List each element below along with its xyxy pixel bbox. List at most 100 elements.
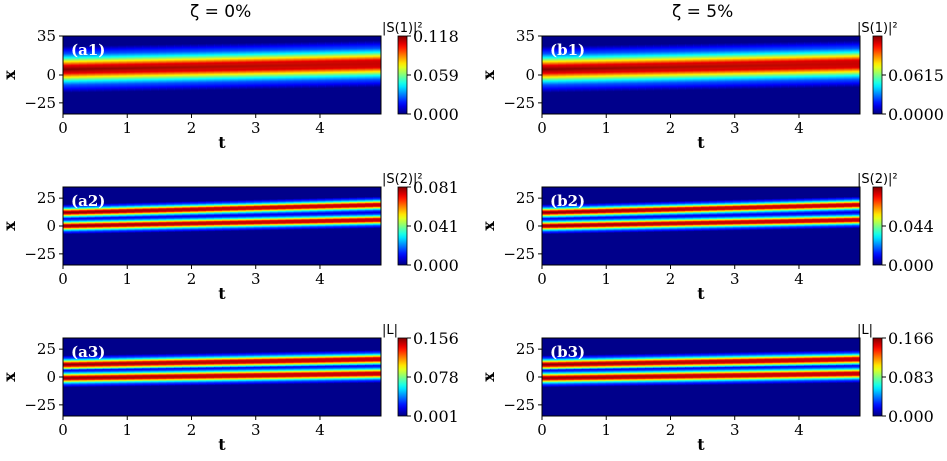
x-tick-label: 4 xyxy=(315,119,325,137)
colorbar-label: |S(1)|² xyxy=(857,21,898,36)
y-tick-label: 35 xyxy=(37,27,56,45)
x-axis-label: t xyxy=(218,435,226,454)
x-tick-label: 3 xyxy=(251,421,261,439)
colorbar-tick-label: 0.081 xyxy=(413,178,459,197)
x-tick-label: 1 xyxy=(122,421,132,439)
x-tick-label: 1 xyxy=(601,421,611,439)
panel-label: (a1) xyxy=(71,41,105,59)
x-tick-label: 3 xyxy=(730,119,740,137)
x-tick-label: 0 xyxy=(537,421,547,439)
y-tick-label: 0 xyxy=(525,66,535,84)
band-core xyxy=(542,203,860,214)
y-tick-label: 25 xyxy=(516,189,535,207)
colorbar-tick-label: 0.0615 xyxy=(888,66,944,85)
band-core xyxy=(63,218,381,227)
colorbar xyxy=(872,337,883,417)
y-axis-label: x xyxy=(0,70,19,80)
y-tick-label: −25 xyxy=(503,94,535,112)
x-axis-label: t xyxy=(218,284,226,303)
y-tick-label: −25 xyxy=(24,245,56,263)
y-tick-label: −25 xyxy=(503,396,535,414)
x-tick-label: 3 xyxy=(730,421,740,439)
x-tick-label: 0 xyxy=(58,421,68,439)
x-tick-label: 1 xyxy=(601,270,611,288)
y-tick-label: 0 xyxy=(525,217,535,235)
colorbar xyxy=(397,186,408,266)
x-tick-label: 3 xyxy=(730,270,740,288)
colorbar-label: |S(2)|² xyxy=(857,172,898,187)
x-axis-label: t xyxy=(697,284,705,303)
colorbar xyxy=(397,35,408,115)
y-axis-label: x xyxy=(479,221,498,231)
colorbar-tick-label: 0.000 xyxy=(888,407,934,426)
colorbar-label: |S(1)|² xyxy=(382,21,423,36)
x-tick-label: 4 xyxy=(315,270,325,288)
x-tick-label: 2 xyxy=(666,119,676,137)
y-tick-label: 25 xyxy=(37,189,56,207)
x-axis-label: t xyxy=(697,435,705,454)
y-axis-label: x xyxy=(479,372,498,382)
colorbar-tick-label: 0.000 xyxy=(413,105,459,124)
panel-label: (b1) xyxy=(550,41,585,59)
y-axis-label: x xyxy=(0,372,19,382)
band-core xyxy=(542,61,860,73)
colorbar-tick-label: 0.000 xyxy=(888,256,934,275)
x-tick-label: 2 xyxy=(666,270,676,288)
band-core xyxy=(63,372,381,380)
colorbar-tick-label: 0.083 xyxy=(888,368,934,387)
x-tick-label: 4 xyxy=(794,421,804,439)
colorbar-tick-label: 0.044 xyxy=(888,217,934,236)
colorbar-tick-label: 0.001 xyxy=(413,407,459,426)
colorbar xyxy=(397,337,408,417)
colorbar-tick-label: 0.078 xyxy=(413,368,459,387)
colorbar-tick-label: 0.000 xyxy=(413,256,459,275)
column-title-zeta-0: ζ = 0% xyxy=(190,2,252,22)
x-tick-label: 2 xyxy=(187,119,197,137)
colorbar-tick-label: 0.156 xyxy=(413,329,459,348)
panel-label: (a3) xyxy=(71,343,105,361)
y-tick-label: −25 xyxy=(24,94,56,112)
colorbar-tick-label: 0.118 xyxy=(413,27,459,46)
x-tick-label: 2 xyxy=(187,270,197,288)
colorbar-label: |L| xyxy=(382,323,398,338)
y-tick-label: −25 xyxy=(503,245,535,263)
x-tick-label: 4 xyxy=(315,421,325,439)
band-core xyxy=(63,358,381,366)
x-tick-label: 0 xyxy=(537,119,547,137)
band-core xyxy=(63,203,381,214)
colorbar-tick-label: 0.041 xyxy=(413,217,459,236)
colorbar-label: |L| xyxy=(857,323,873,338)
x-tick-label: 1 xyxy=(122,270,132,288)
y-axis-label: x xyxy=(0,221,19,231)
y-tick-label: 0 xyxy=(525,368,535,386)
colorbar-label: |S(2)|² xyxy=(382,172,423,187)
x-tick-label: 2 xyxy=(666,421,676,439)
x-tick-label: 0 xyxy=(58,270,68,288)
colorbar-tick-label: 0.0000 xyxy=(888,105,944,124)
panel-label: (b2) xyxy=(550,192,585,210)
x-axis-label: t xyxy=(697,133,705,152)
panel-label: (b3) xyxy=(550,343,585,361)
band-core xyxy=(542,372,860,380)
colorbar xyxy=(872,35,883,115)
y-tick-label: 35 xyxy=(516,27,535,45)
y-tick-label: −25 xyxy=(24,396,56,414)
band-core xyxy=(542,358,860,366)
y-tick-label: 0 xyxy=(46,217,56,235)
x-tick-label: 1 xyxy=(122,119,132,137)
colorbar-tick-label: 0.166 xyxy=(888,329,934,348)
panel-label: (a2) xyxy=(71,192,105,210)
x-tick-label: 3 xyxy=(251,270,261,288)
x-tick-label: 1 xyxy=(601,119,611,137)
x-tick-label: 4 xyxy=(794,119,804,137)
y-axis-label: x xyxy=(479,70,498,80)
y-tick-label: 0 xyxy=(46,66,56,84)
colorbar-tick-label: 0.059 xyxy=(413,66,459,85)
band-core xyxy=(542,218,860,227)
y-tick-label: 25 xyxy=(516,340,535,358)
